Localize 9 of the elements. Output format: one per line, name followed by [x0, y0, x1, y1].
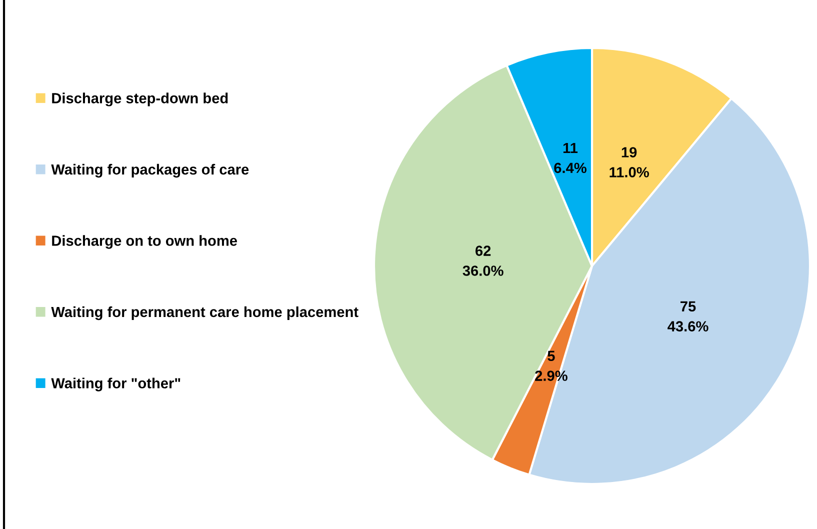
legend-label: Waiting for permanent care home placement [51, 306, 358, 320]
data-label: 62 36.0% [462, 246, 504, 276]
legend-label: Waiting for packages of care [51, 164, 249, 178]
legend-label: Discharge on to own home [52, 235, 238, 249]
data-label: 11 6.4% [554, 142, 586, 174]
legend-label: Discharge step-down bed [52, 92, 228, 106]
data-label: 75 43.6% [668, 301, 708, 332]
data-label: 19 11.0% [610, 147, 649, 178]
legend-label: Waiting for "other" [51, 378, 180, 392]
